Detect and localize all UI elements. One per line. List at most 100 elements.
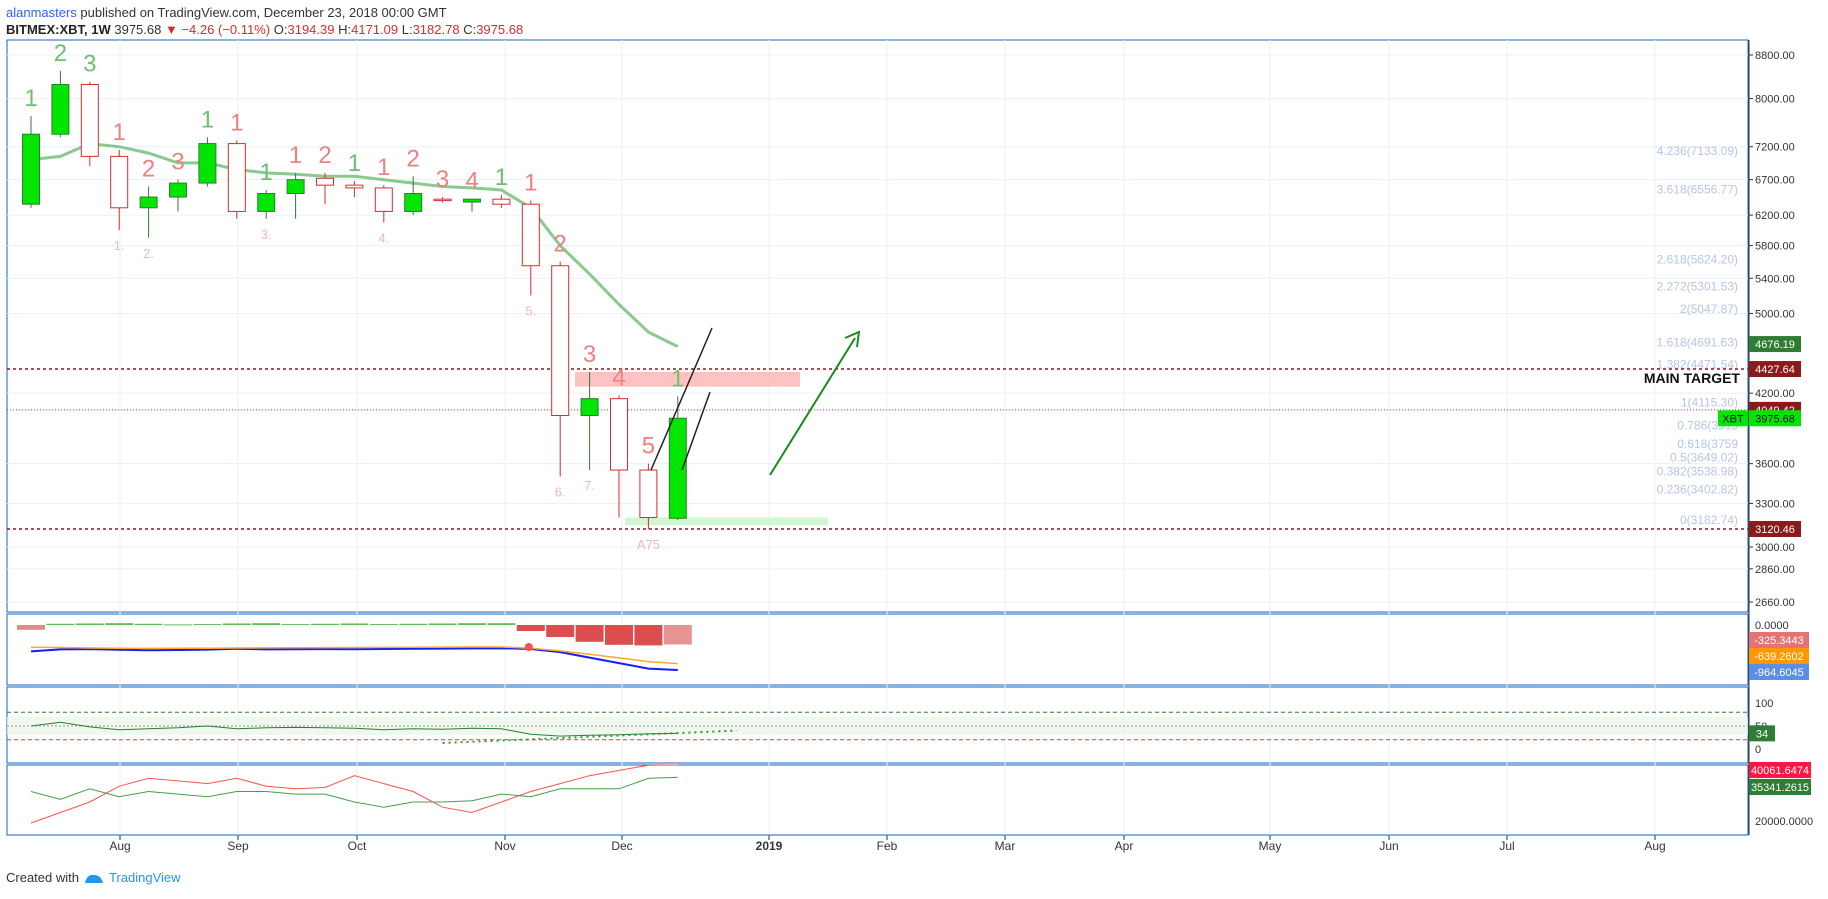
setup-count: 2.: [143, 246, 154, 261]
macd-histogram-bar: [17, 625, 45, 630]
candle-body: [580, 398, 599, 416]
price-tick-label: 5000.00: [1755, 308, 1795, 320]
candle: [110, 149, 129, 231]
setup-count: A75: [637, 537, 660, 552]
candle-body: [227, 143, 246, 212]
price-badge-bg: [1749, 361, 1801, 378]
rsi-badge-bg: [1749, 725, 1775, 742]
sequential-count: 1: [377, 154, 390, 181]
price-tick-label: 8800.00: [1755, 50, 1795, 62]
candle: [492, 194, 511, 208]
sequential-count: 2: [407, 145, 420, 172]
symbol-label: BITMEX:XBT, 1W: [6, 22, 111, 37]
trend-line-1: [650, 327, 713, 471]
macd-histogram-bar: [222, 623, 251, 625]
red-series-line: [30, 764, 678, 824]
chart-header: alanmasters published on TradingView.com…: [6, 4, 523, 38]
price-tick-label: 5400.00: [1755, 273, 1795, 285]
sequential-count: 3: [83, 51, 96, 78]
fib-level-label: 0.618(3759: [1677, 437, 1738, 451]
pane-frame-3: [6, 764, 1749, 836]
macd-histogram-bar: [605, 625, 633, 645]
candle-body: [433, 198, 452, 202]
candle: [433, 197, 452, 203]
time-label: 2019: [756, 839, 783, 853]
dmi-badge-bg: [1749, 779, 1811, 795]
candle-body: [286, 179, 305, 195]
candle-body: [492, 198, 511, 205]
created-with-label: Created with: [6, 870, 79, 885]
fib-level-label: 0(3182.74): [1680, 513, 1738, 527]
candle: [80, 81, 99, 167]
macd-histogram-bar: [516, 625, 545, 631]
price-tick-label: 3000.00: [1755, 542, 1795, 554]
trend-line-2: [681, 391, 711, 471]
rsi-band: [7, 716, 1748, 736]
candle-body: [110, 155, 129, 209]
time-label: Feb: [877, 839, 898, 853]
candle-body: [80, 84, 99, 157]
macd-histogram-bar: [134, 623, 163, 625]
candle-body: [374, 187, 393, 212]
macd-badge-bg: [1749, 664, 1809, 680]
fib-level-label: 0.5(3649.02): [1670, 450, 1738, 464]
high-value: 4171.09: [351, 22, 399, 37]
ohlc-line: BITMEX:XBT, 1W 3975.68 ▼ −4.26 (−0.11%) …: [6, 22, 524, 37]
macd-badge: -325.3443: [1754, 635, 1804, 647]
rsi-badge: 34: [1756, 728, 1768, 740]
fib-level-label: 2(5047.87): [1680, 302, 1738, 316]
candle-body: [22, 133, 40, 205]
fib-level-label: 1(4115.30): [1681, 395, 1738, 409]
publish-line: alanmasters published on TradingView.com…: [6, 4, 523, 21]
sequential-count: 1: [495, 164, 508, 191]
candle-body: [51, 84, 70, 135]
last-price: 3975.68: [114, 22, 162, 37]
projection-arrow: [769, 337, 856, 476]
fib-level-label: 0.236(3402.82): [1657, 482, 1738, 496]
fib-level-label: 0.382(3538.98): [1657, 464, 1738, 478]
macd-badge: -639.2602: [1754, 651, 1804, 663]
candle: [639, 463, 658, 530]
sequential-count: 1: [671, 365, 684, 392]
chart-canvas[interactable]: Aug Sep Oct Nov Dec 2019 Feb Mar Apr May Jun Jul Aug…: [0, 0, 1828, 860]
setup-count: 4.: [378, 231, 389, 246]
footer: Created with TradingView: [6, 870, 181, 885]
moving-average-line: [30, 142, 679, 348]
rsi-axis-label: 100: [1755, 698, 1773, 710]
dmi-badge-bg: [1749, 762, 1811, 778]
dmi-axis-label: 20000.0000: [1755, 816, 1813, 828]
fib-level-label: 2.272(5301.53): [1657, 280, 1738, 294]
candle-body: [316, 177, 334, 186]
tradingview-link[interactable]: TradingView: [108, 870, 181, 885]
candle-body: [345, 184, 364, 189]
fib-level-label: 1.618(4691.63): [1657, 336, 1738, 350]
macd-histogram-bar: [399, 623, 428, 625]
sequential-count: 1: [201, 106, 214, 133]
fib-level-label: 4.236(7133.09): [1657, 144, 1738, 158]
candle: [521, 200, 540, 296]
macd-line: [30, 647, 678, 671]
setup-count: 7.: [584, 478, 595, 493]
author-link[interactable]: alanmasters: [6, 5, 77, 20]
sequential-count: 1: [348, 150, 361, 177]
setup-count: 1.: [114, 238, 125, 253]
price-badge: 4676.19: [1755, 339, 1795, 351]
setup-count: 5.: [525, 304, 536, 319]
price-tick-label: 2660.00: [1755, 597, 1795, 609]
close-value: 3975.68: [476, 22, 524, 37]
macd-histogram-bar: [487, 623, 516, 625]
price-badge: 4427.64: [1755, 364, 1795, 376]
macd-histogram-bar: [428, 623, 457, 625]
sequential-count: 1: [230, 109, 243, 136]
price-tick-label: 3300.00: [1755, 498, 1795, 510]
rsi-axis-label: 0: [1755, 744, 1761, 756]
rsi-divergence-line: [442, 729, 737, 744]
macd-cross-marker: [524, 643, 533, 651]
time-label: Sep: [227, 839, 249, 853]
macd-histogram-bar: [164, 624, 192, 626]
setup-count: 6.: [555, 485, 566, 500]
price-tick-label: 5800.00: [1755, 241, 1795, 253]
sequential-count: 1: [260, 159, 273, 186]
candle: [198, 137, 217, 187]
target-zone: [575, 371, 800, 387]
